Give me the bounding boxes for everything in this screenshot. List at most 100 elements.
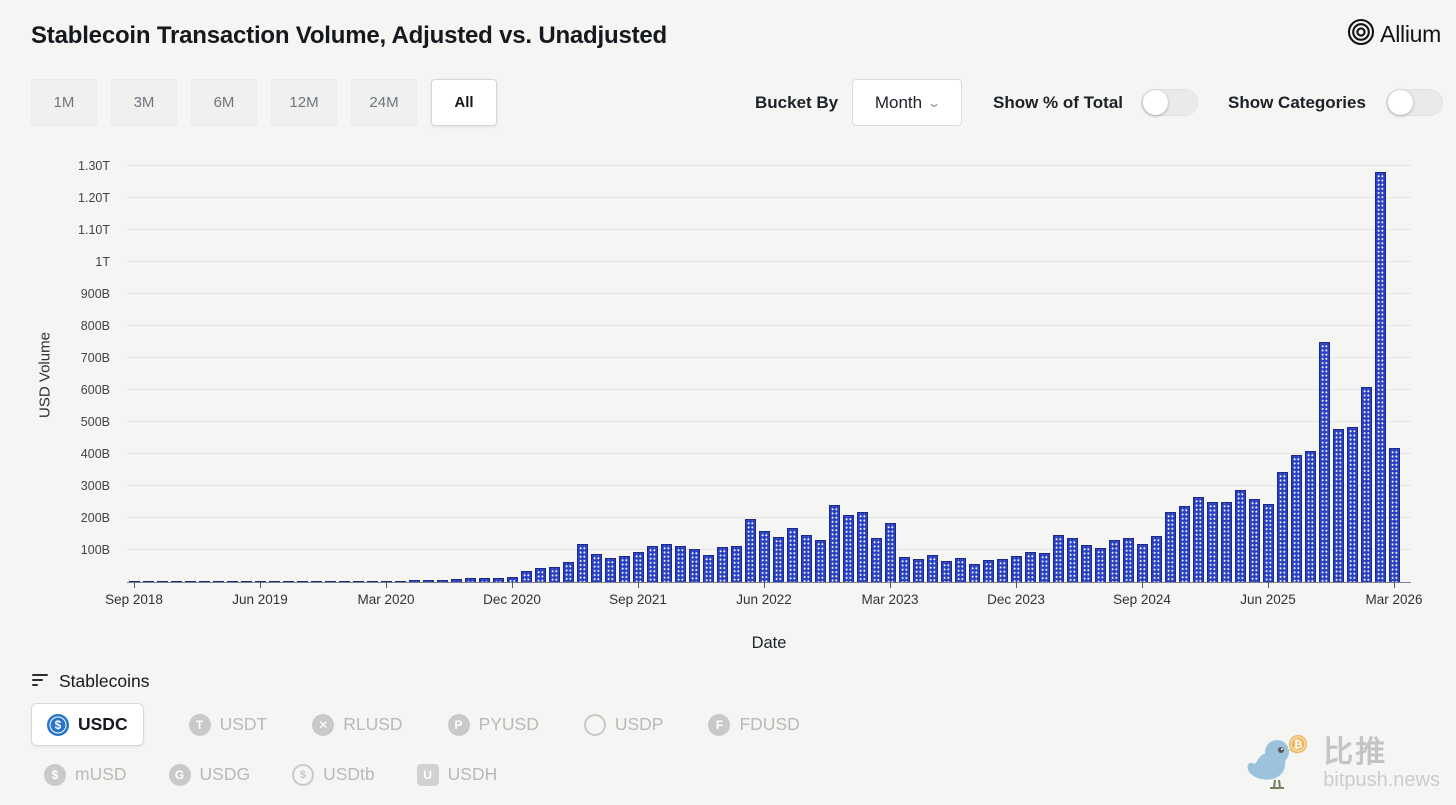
range-button-3m[interactable]: 3M bbox=[111, 79, 177, 126]
bar[interactable] bbox=[296, 581, 308, 582]
bar[interactable] bbox=[1304, 450, 1316, 582]
coin-filter-rlusd[interactable]: ✕ RLUSD bbox=[312, 713, 403, 736]
bar[interactable] bbox=[772, 536, 784, 582]
coin-filter-usdg[interactable]: G USDG bbox=[168, 763, 250, 786]
bar[interactable] bbox=[842, 515, 854, 582]
bar[interactable] bbox=[1052, 534, 1064, 582]
bar[interactable] bbox=[996, 558, 1008, 582]
bar[interactable] bbox=[1066, 537, 1078, 582]
bar[interactable] bbox=[1136, 543, 1148, 582]
coin-filter-usdc[interactable]: $ USDC bbox=[31, 703, 144, 746]
range-button-all[interactable]: All bbox=[431, 79, 497, 126]
bar[interactable] bbox=[464, 578, 476, 582]
bar[interactable] bbox=[478, 578, 490, 582]
coin-filter-fdusd[interactable]: F FDUSD bbox=[708, 713, 800, 736]
bar[interactable] bbox=[156, 581, 168, 582]
range-button-24m[interactable]: 24M bbox=[351, 79, 417, 126]
bar[interactable] bbox=[142, 581, 154, 582]
bar[interactable] bbox=[254, 581, 266, 582]
bar[interactable] bbox=[1178, 505, 1190, 582]
bar[interactable] bbox=[324, 581, 336, 582]
bar[interactable] bbox=[268, 581, 280, 582]
bar[interactable] bbox=[926, 554, 938, 582]
bar[interactable] bbox=[884, 523, 896, 582]
bar[interactable] bbox=[212, 581, 224, 582]
bar[interactable] bbox=[912, 559, 924, 582]
bar[interactable] bbox=[184, 581, 196, 582]
bar[interactable] bbox=[240, 581, 252, 582]
bar[interactable] bbox=[1164, 511, 1176, 582]
bar[interactable] bbox=[408, 580, 420, 582]
bar[interactable] bbox=[226, 581, 238, 582]
bar[interactable] bbox=[1262, 503, 1274, 582]
bar[interactable] bbox=[1094, 548, 1106, 582]
bar[interactable] bbox=[800, 535, 812, 582]
bar[interactable] bbox=[828, 504, 840, 582]
bar[interactable] bbox=[506, 577, 518, 582]
bar[interactable] bbox=[352, 581, 364, 582]
bar[interactable] bbox=[1318, 342, 1330, 582]
range-button-6m[interactable]: 6M bbox=[191, 79, 257, 126]
bar[interactable] bbox=[520, 571, 532, 582]
bar[interactable] bbox=[632, 551, 644, 582]
bar[interactable] bbox=[604, 558, 616, 582]
range-button-1m[interactable]: 1M bbox=[31, 79, 97, 126]
bar[interactable] bbox=[1290, 454, 1302, 582]
bar[interactable] bbox=[1346, 426, 1358, 582]
coin-filter-usdtb[interactable]: $ USDtb bbox=[292, 763, 375, 786]
bar[interactable] bbox=[716, 547, 728, 582]
bar[interactable] bbox=[940, 560, 952, 582]
bar[interactable] bbox=[1276, 471, 1288, 582]
bar[interactable] bbox=[394, 580, 406, 582]
bar[interactable] bbox=[1248, 499, 1260, 582]
bar[interactable] bbox=[870, 538, 882, 582]
coin-filter-usdh[interactable]: U USDH bbox=[416, 763, 497, 786]
bar[interactable] bbox=[492, 578, 504, 582]
bar[interactable] bbox=[660, 544, 672, 582]
coin-filter-usdt[interactable]: T USDT bbox=[188, 713, 267, 736]
bar[interactable] bbox=[436, 579, 448, 582]
bar[interactable] bbox=[282, 581, 294, 582]
coin-filter-musd[interactable]: $ mUSD bbox=[44, 763, 127, 786]
bar[interactable] bbox=[1206, 501, 1218, 582]
bar[interactable] bbox=[646, 545, 658, 582]
bar[interactable] bbox=[1388, 447, 1400, 582]
bar[interactable] bbox=[1360, 386, 1372, 582]
bar[interactable] bbox=[576, 543, 588, 582]
coin-filter-usdp[interactable]: USDP bbox=[583, 713, 663, 736]
bar[interactable] bbox=[1122, 537, 1134, 582]
bar[interactable] bbox=[380, 580, 392, 582]
bucket-by-select[interactable]: Month ⌄ bbox=[852, 79, 962, 126]
bar[interactable] bbox=[1332, 429, 1344, 582]
bar[interactable] bbox=[170, 581, 182, 582]
bar[interactable] bbox=[338, 581, 350, 582]
bar[interactable] bbox=[1080, 544, 1092, 582]
bar[interactable] bbox=[590, 554, 602, 582]
bar[interactable] bbox=[534, 567, 546, 582]
bar[interactable] bbox=[548, 567, 560, 582]
bar[interactable] bbox=[1192, 497, 1204, 582]
bar[interactable] bbox=[688, 548, 700, 582]
bar[interactable] bbox=[1038, 552, 1050, 582]
bar[interactable] bbox=[562, 561, 574, 582]
show-categories-toggle[interactable] bbox=[1386, 89, 1443, 116]
bar[interactable] bbox=[674, 546, 686, 582]
bar[interactable] bbox=[310, 581, 322, 582]
bar[interactable] bbox=[954, 558, 966, 582]
bar[interactable] bbox=[1220, 502, 1232, 582]
bar[interactable] bbox=[366, 581, 378, 582]
bar[interactable] bbox=[1150, 535, 1162, 582]
bar[interactable] bbox=[1374, 172, 1386, 582]
bar[interactable] bbox=[618, 556, 630, 582]
bar[interactable] bbox=[1234, 489, 1246, 582]
bar[interactable] bbox=[198, 581, 210, 582]
bar[interactable] bbox=[1010, 556, 1022, 582]
bar[interactable] bbox=[856, 512, 868, 582]
bar[interactable] bbox=[128, 581, 140, 582]
bar[interactable] bbox=[450, 579, 462, 582]
coin-filter-pyusd[interactable]: P PYUSD bbox=[447, 713, 539, 736]
bar[interactable] bbox=[422, 580, 434, 582]
bar[interactable] bbox=[758, 531, 770, 582]
bar[interactable] bbox=[898, 556, 910, 582]
bar[interactable] bbox=[1108, 540, 1120, 582]
